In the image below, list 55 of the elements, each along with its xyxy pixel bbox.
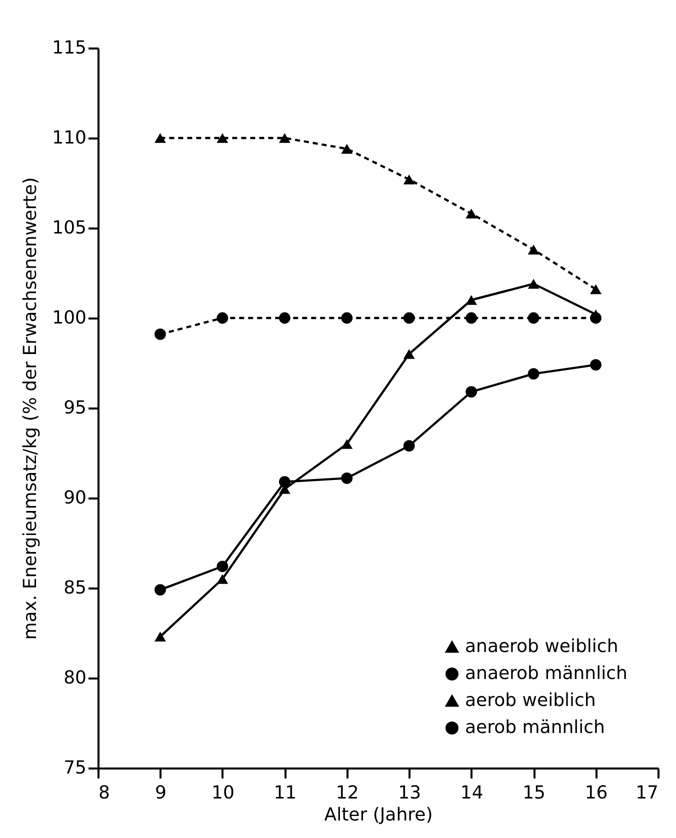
point bbox=[154, 632, 166, 642]
point bbox=[590, 284, 602, 294]
x-tick-label: 12 bbox=[336, 782, 359, 804]
point bbox=[466, 312, 478, 324]
x-tick-label: 11 bbox=[274, 782, 297, 804]
x-tick-label: 9 bbox=[154, 782, 166, 804]
legend-label: aerob weiblich bbox=[465, 690, 596, 711]
point bbox=[403, 312, 415, 324]
x-tick-label: 16 bbox=[584, 782, 608, 804]
legend-label: anaerob weiblich bbox=[465, 636, 618, 657]
point bbox=[216, 312, 228, 324]
legend-label: anaerob männlich bbox=[465, 663, 628, 684]
point bbox=[528, 368, 540, 380]
point bbox=[403, 349, 415, 359]
point bbox=[341, 439, 353, 449]
point bbox=[590, 312, 602, 324]
x-tick-label: 14 bbox=[460, 782, 484, 804]
y-axis-title: max. Energieumsatz/kg (% der Erwachsenenwerte) bbox=[20, 177, 42, 640]
x-tick-label: 17 bbox=[636, 782, 658, 804]
point bbox=[154, 584, 166, 596]
y-tick-label: 105 bbox=[52, 218, 86, 238]
x-tick-label: 8 bbox=[98, 782, 110, 804]
y-tick-label: 110 bbox=[52, 128, 86, 148]
point bbox=[341, 144, 353, 154]
point bbox=[403, 174, 415, 184]
y-tick-label: 75 bbox=[64, 758, 86, 778]
point bbox=[528, 244, 540, 255]
point bbox=[590, 359, 602, 370]
point bbox=[216, 560, 228, 572]
point bbox=[528, 312, 540, 324]
point bbox=[154, 133, 166, 143]
point bbox=[216, 574, 228, 584]
legend-label: aerob männlich bbox=[465, 717, 605, 738]
point bbox=[466, 295, 478, 305]
point bbox=[528, 278, 540, 289]
point bbox=[341, 472, 353, 484]
y-tick-label: 90 bbox=[64, 488, 86, 508]
point bbox=[466, 386, 478, 398]
x-axis-title: Alter (Jahre) bbox=[324, 804, 433, 826]
x-tick-label: 10 bbox=[211, 782, 234, 804]
y-tick-label: 95 bbox=[64, 398, 86, 418]
point bbox=[341, 312, 353, 324]
point bbox=[154, 328, 166, 340]
y-tick-label: 80 bbox=[64, 668, 86, 688]
point bbox=[216, 133, 228, 143]
point bbox=[278, 476, 290, 488]
point bbox=[278, 133, 290, 143]
point bbox=[278, 312, 290, 324]
y-tick-label: 115 bbox=[52, 38, 86, 58]
y-tick-label: 100 bbox=[52, 308, 86, 328]
point bbox=[466, 208, 478, 219]
x-tick-label: 13 bbox=[398, 782, 422, 804]
point bbox=[403, 440, 415, 452]
y-tick-label: 85 bbox=[64, 578, 86, 598]
x-tick-label: 15 bbox=[522, 782, 546, 804]
